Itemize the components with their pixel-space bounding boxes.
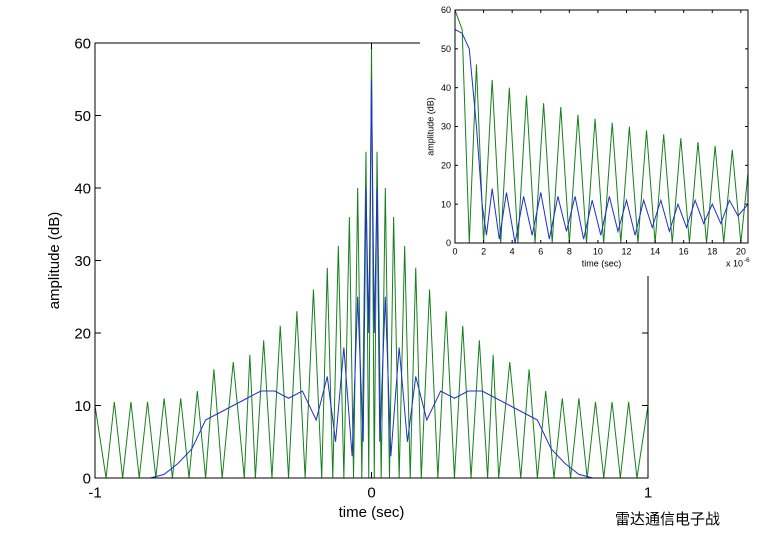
x-multiplier: x 10 — [726, 258, 743, 268]
watermark: 雷达通信电子战 — [615, 510, 720, 528]
line — [95, 43, 648, 478]
y-tick-label: 40 — [441, 83, 451, 93]
y-tick-label: 0 — [446, 238, 451, 248]
plot-lines — [95, 43, 648, 478]
x-tick-label: 0 — [452, 247, 457, 257]
x-tick-label: 16 — [679, 247, 689, 257]
line — [455, 28, 748, 243]
y-tick-label: 50 — [441, 44, 451, 54]
y-tick-label: 10 — [441, 199, 451, 209]
y-tick-label: 10 — [74, 398, 91, 415]
x-tick-label: 1 — [644, 485, 652, 502]
y-tick-label: 40 — [74, 180, 91, 197]
x-tick-label: 8 — [567, 247, 572, 257]
x-axis-label: time (sec) — [582, 258, 622, 268]
x-tick-label: 6 — [538, 247, 543, 257]
x-tick-label: 2 — [481, 247, 486, 257]
x-tick-label: 18 — [707, 247, 717, 257]
plot-lines — [455, 10, 748, 243]
x-tick-label: 12 — [622, 247, 632, 257]
x-tick-label: 0 — [367, 485, 375, 502]
x-exponent: -6 — [744, 257, 750, 264]
x-tick-label: 20 — [736, 247, 746, 257]
line — [150, 79, 593, 478]
x-axis-label: time (sec) — [339, 504, 405, 521]
y-tick-label: 30 — [441, 122, 451, 132]
x-tick-label: 4 — [510, 247, 515, 257]
y-axis-label: amplitude (dB) — [425, 97, 435, 156]
y-tick-label: 0 — [83, 470, 91, 487]
x-tick-label: 14 — [650, 247, 660, 257]
y-tick-label: 50 — [74, 108, 91, 125]
line — [455, 10, 748, 243]
y-tick-label: 60 — [441, 5, 451, 15]
inset-chart: 0 10 20 30 40 50 60 0 2 4 6 8 10 12 14 16 18 20 time (sec)… — [425, 5, 750, 268]
y-tick-label: 20 — [441, 160, 451, 170]
x-tick-label: 10 — [593, 247, 603, 257]
x-tick-label: -1 — [88, 485, 101, 502]
y-tick-label: 30 — [74, 253, 91, 270]
y-axis-label: amplitude (dB) — [46, 212, 63, 310]
y-tick-label: 60 — [74, 35, 91, 52]
y-tick-label: 20 — [74, 325, 91, 342]
